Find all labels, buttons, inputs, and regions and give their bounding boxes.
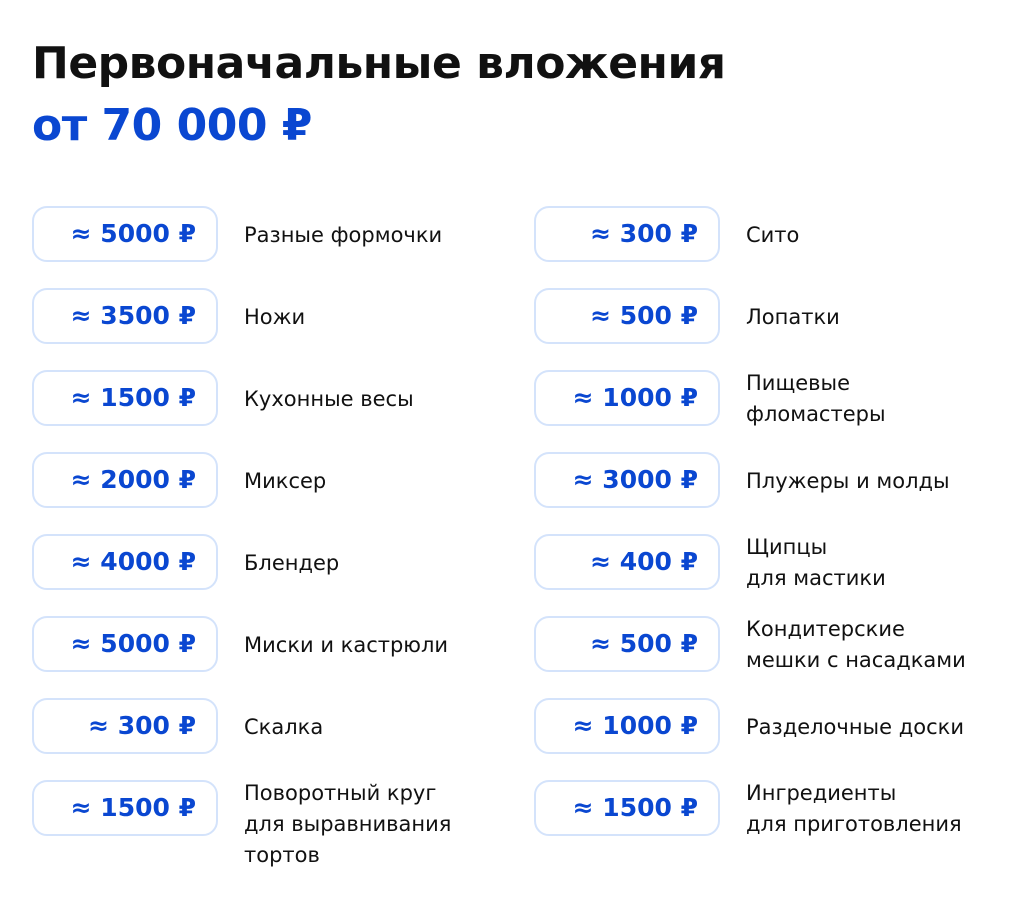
price-badge: ≈ 1000 ₽ bbox=[534, 698, 720, 754]
label-line: Скалка bbox=[244, 714, 324, 739]
item-label: Ножи bbox=[244, 302, 305, 333]
label-line: для мастики bbox=[746, 566, 886, 590]
item-label: Щипцы для мастики bbox=[746, 532, 886, 594]
label-line: Кондитерские bbox=[746, 617, 905, 641]
price-badge: ≈ 5000 ₽ bbox=[32, 616, 218, 672]
label-line: Разделочные доски bbox=[746, 714, 964, 739]
price-badge: ≈ 5000 ₽ bbox=[32, 206, 218, 262]
price: ≈ 1500 ₽ bbox=[70, 793, 196, 822]
item-label: Миксер bbox=[244, 466, 326, 497]
item-label: Плужеры и молды bbox=[746, 466, 950, 497]
label-line: Щипцы bbox=[746, 535, 828, 559]
price-badge: ≈ 2000 ₽ bbox=[32, 452, 218, 508]
label-line: Ножи bbox=[244, 304, 306, 329]
label-line: Миксер bbox=[244, 468, 327, 493]
label-line: Сито bbox=[746, 222, 800, 247]
item-label: Сито bbox=[746, 220, 799, 251]
item-label: Разделочные доски bbox=[746, 712, 964, 743]
label-line: Блендер bbox=[244, 550, 340, 575]
price: ≈ 500 ₽ bbox=[590, 629, 698, 658]
price: ≈ 3500 ₽ bbox=[70, 301, 196, 330]
price: ≈ 5000 ₽ bbox=[70, 629, 196, 658]
price: ≈ 4000 ₽ bbox=[70, 547, 196, 576]
price-badge: ≈ 500 ₽ bbox=[534, 616, 720, 672]
item-label: Ингредиенты для приготовления bbox=[746, 778, 962, 840]
price-badge: ≈ 1000 ₽ bbox=[534, 370, 720, 426]
item-label: Пищевые фломастеры bbox=[746, 368, 886, 430]
price: ≈ 1000 ₽ bbox=[572, 711, 698, 740]
item-label: Лопатки bbox=[746, 302, 840, 333]
price-badge: ≈ 300 ₽ bbox=[534, 206, 720, 262]
label-line: Миски и кастрюли bbox=[244, 632, 449, 657]
label-line: фломастеры bbox=[746, 402, 886, 426]
price: ≈ 400 ₽ bbox=[590, 547, 698, 576]
price: ≈ 3000 ₽ bbox=[572, 465, 698, 494]
price: ≈ 1000 ₽ bbox=[572, 383, 698, 412]
price-badge: ≈ 500 ₽ bbox=[534, 288, 720, 344]
price: ≈ 1500 ₽ bbox=[70, 383, 196, 412]
price: ≈ 2000 ₽ bbox=[70, 465, 196, 494]
item-label: Скалка bbox=[244, 712, 323, 743]
item-label: Миски и кастрюли bbox=[244, 630, 448, 661]
price: ≈ 5000 ₽ bbox=[70, 219, 196, 248]
price-badge: ≈ 300 ₽ bbox=[32, 698, 218, 754]
price-badge: ≈ 1500 ₽ bbox=[32, 780, 218, 836]
label-line: для выравнивания bbox=[244, 812, 452, 836]
label-line: Разные формочки bbox=[244, 222, 443, 247]
item-label: Кондитерские мешки с насадками bbox=[746, 614, 966, 676]
price-badge: ≈ 1500 ₽ bbox=[32, 370, 218, 426]
label-line: мешки с насадками bbox=[746, 648, 966, 672]
label-line: тортов bbox=[244, 843, 320, 867]
label-line: Ингредиенты bbox=[746, 781, 897, 805]
label-line: Лопатки bbox=[746, 304, 840, 329]
price: ≈ 500 ₽ bbox=[590, 301, 698, 330]
title: Первоначальные вложения bbox=[32, 38, 726, 89]
item-label: Кухонные весы bbox=[244, 384, 414, 415]
label-line: для приготовления bbox=[746, 812, 962, 836]
item-label: Поворотный круг для выравнивания тортов bbox=[244, 778, 451, 871]
label-line: Поворотный круг bbox=[244, 781, 437, 805]
label-line: Плужеры и молды bbox=[746, 468, 950, 493]
price-badge: ≈ 3000 ₽ bbox=[534, 452, 720, 508]
price-badge: ≈ 400 ₽ bbox=[534, 534, 720, 590]
item-label: Разные формочки bbox=[244, 220, 442, 251]
label-line: Кухонные весы bbox=[244, 386, 414, 411]
price-badge: ≈ 1500 ₽ bbox=[534, 780, 720, 836]
price-badge: ≈ 3500 ₽ bbox=[32, 288, 218, 344]
subtitle: от 70 000 ₽ bbox=[32, 100, 312, 151]
price-badge: ≈ 4000 ₽ bbox=[32, 534, 218, 590]
label-line: Пищевые bbox=[746, 371, 851, 395]
price: ≈ 300 ₽ bbox=[88, 711, 196, 740]
price: ≈ 300 ₽ bbox=[590, 219, 698, 248]
item-label: Блендер bbox=[244, 548, 339, 579]
price: ≈ 1500 ₽ bbox=[572, 793, 698, 822]
